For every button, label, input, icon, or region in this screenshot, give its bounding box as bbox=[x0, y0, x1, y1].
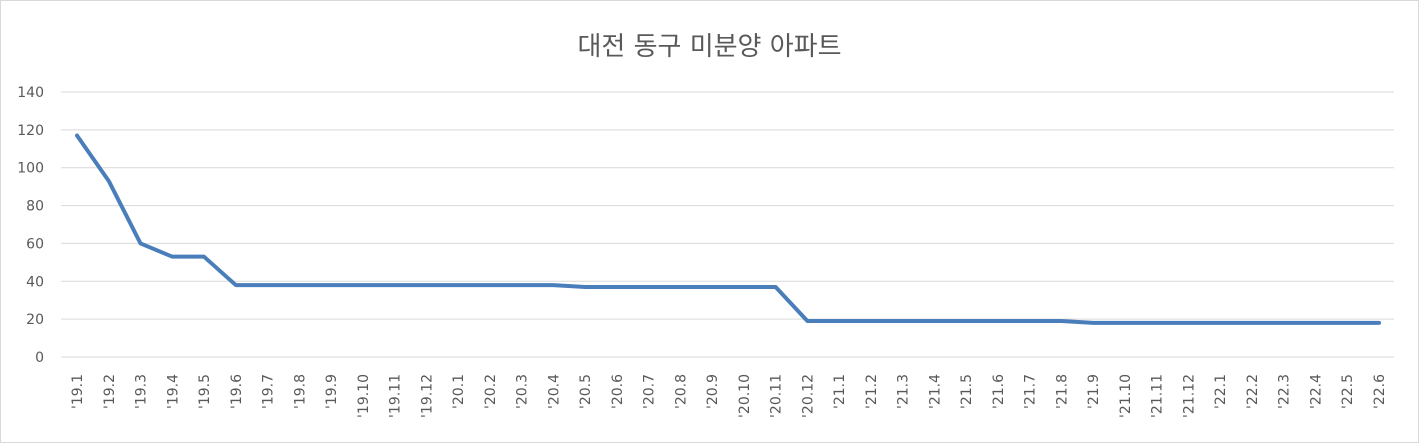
x-tick-label: '19.5 bbox=[197, 374, 213, 409]
x-tick-label: '19.8 bbox=[292, 374, 308, 409]
x-tick-label: '20.12 bbox=[800, 374, 816, 418]
x-tick-label: '21.1 bbox=[832, 374, 848, 409]
x-tick-label: '20.5 bbox=[578, 374, 594, 409]
x-tick-label: '21.6 bbox=[991, 374, 1007, 409]
x-tick-label: '22.6 bbox=[1372, 374, 1388, 409]
x-tick-label: '21.11 bbox=[1150, 374, 1166, 418]
x-tick-label: '19.2 bbox=[102, 374, 118, 409]
x-tick-label: '21.5 bbox=[959, 374, 975, 409]
x-tick-label: '20.4 bbox=[546, 374, 562, 409]
series-line-0 bbox=[75, 133, 1381, 325]
x-tick-label: '19.3 bbox=[134, 374, 150, 409]
y-tick-label: 40 bbox=[26, 274, 44, 290]
x-tick-label: '19.10 bbox=[356, 374, 372, 418]
x-tick-label: '19.6 bbox=[229, 374, 245, 409]
y-tick-label: 100 bbox=[17, 161, 44, 177]
x-tick-label: '20.3 bbox=[515, 374, 531, 409]
x-tick-label: '22.5 bbox=[1340, 374, 1356, 409]
y-tick-label: 60 bbox=[26, 236, 44, 252]
x-tick-label: '21.2 bbox=[864, 374, 880, 409]
x-tick-label: '22.4 bbox=[1308, 374, 1324, 409]
x-axis-ticks: '19.1 '19.2 '19.3 '19.4 '19.5 '19.6 '19.7 '19.8… bbox=[70, 374, 1388, 418]
x-tick-label: '19.12 bbox=[419, 374, 435, 418]
x-tick-label: '21.8 bbox=[1054, 374, 1070, 409]
x-tick-label: '21.12 bbox=[1181, 374, 1197, 418]
x-tick-label: '20.11 bbox=[769, 374, 785, 418]
x-tick-label: '20.6 bbox=[610, 374, 626, 409]
chart-title: 대전 동구 미분양 아파트 bbox=[577, 32, 842, 62]
x-tick-label: '19.4 bbox=[165, 374, 181, 409]
y-tick-label: 80 bbox=[26, 199, 44, 215]
x-tick-label: '20.10 bbox=[737, 374, 753, 418]
x-tick-label: '21.9 bbox=[1086, 374, 1102, 409]
x-tick-label: '20.9 bbox=[705, 374, 721, 409]
x-tick-label: '21.7 bbox=[1023, 374, 1039, 409]
x-tick-label: '20.2 bbox=[483, 374, 499, 409]
x-tick-label: '20.8 bbox=[673, 374, 689, 409]
x-tick-label: '21.10 bbox=[1118, 374, 1134, 418]
x-tick-label: '20.7 bbox=[642, 374, 658, 409]
x-tick-label: '22.1 bbox=[1213, 374, 1229, 409]
x-tick-label: '22.3 bbox=[1277, 374, 1293, 409]
x-tick-label: '21.4 bbox=[927, 374, 943, 409]
x-tick-label: '19.7 bbox=[261, 374, 277, 409]
y-tick-label: 140 bbox=[17, 85, 44, 101]
y-tick-label: 20 bbox=[26, 312, 44, 328]
x-tick-label: '19.9 bbox=[324, 374, 340, 409]
x-tick-label: '22.2 bbox=[1245, 374, 1261, 409]
x-tick-label: '20.1 bbox=[451, 374, 467, 409]
x-tick-label: '21.3 bbox=[896, 374, 912, 409]
gridlines bbox=[61, 91, 1394, 358]
y-tick-label: 0 bbox=[35, 350, 44, 366]
series-layer bbox=[75, 133, 1381, 325]
y-axis-ticks: 0 20 40 60 80 100 120 140 bbox=[17, 85, 44, 366]
x-tick-label: '19.1 bbox=[70, 374, 86, 409]
y-tick-label: 120 bbox=[17, 123, 44, 139]
x-tick-label: '19.11 bbox=[388, 374, 404, 418]
